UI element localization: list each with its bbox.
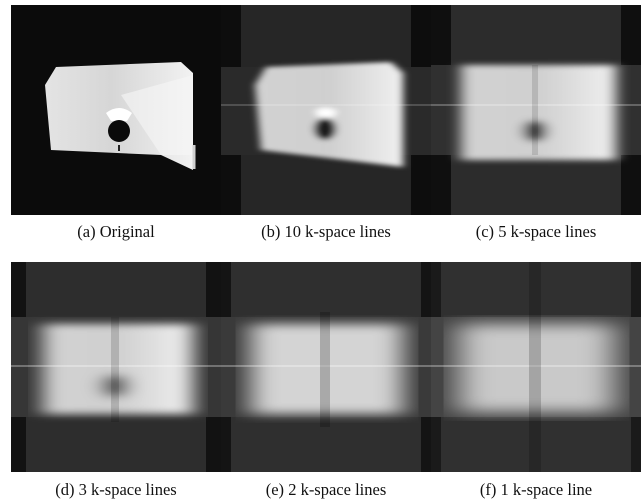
caption-f: (f) 1 k-space line bbox=[479, 480, 593, 499]
reconstruction-3-lines bbox=[11, 262, 221, 472]
reconstruction-2-lines bbox=[221, 262, 431, 472]
panel-1-line-image bbox=[431, 262, 641, 472]
reconstruction-10-lines bbox=[221, 5, 431, 215]
panel-10-lines-image bbox=[221, 5, 431, 215]
caption-b: (b) 10 k-space lines bbox=[261, 222, 391, 241]
caption-c: (c) 5 k-space lines bbox=[475, 222, 597, 241]
panel-2-lines-image bbox=[221, 262, 431, 472]
panel-3-lines-image bbox=[11, 262, 221, 472]
original-object-image bbox=[11, 5, 221, 215]
reconstruction-1-line bbox=[431, 262, 641, 472]
caption-e: (e) 2 k-space lines bbox=[265, 480, 387, 499]
reconstruction-5-lines bbox=[431, 5, 641, 215]
caption-a: (a) Original bbox=[77, 222, 155, 241]
panel-original-image bbox=[11, 5, 221, 215]
panel-5-lines-image bbox=[431, 5, 641, 215]
caption-d: (d) 3 k-space lines bbox=[55, 480, 177, 499]
